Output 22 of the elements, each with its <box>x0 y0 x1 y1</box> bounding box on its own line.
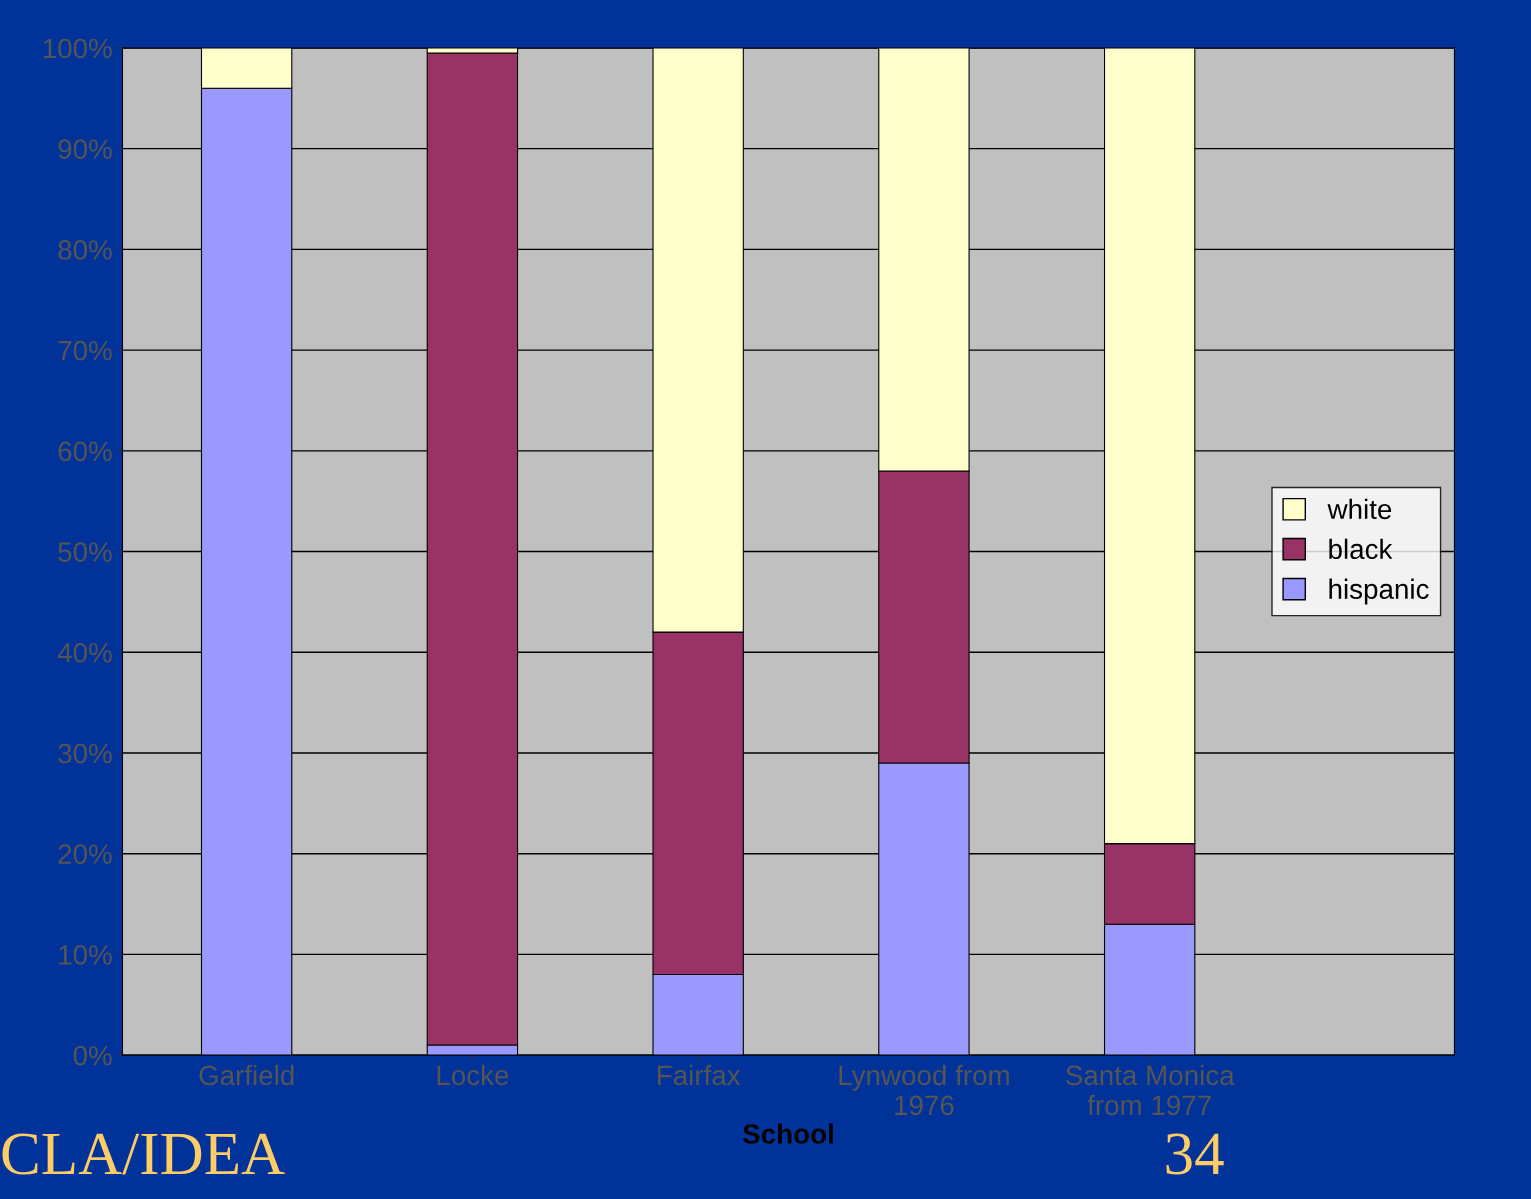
y-tick-label: 70% <box>58 340 112 361</box>
legend-label: black <box>1329 538 1393 560</box>
x-tick-label: Locke <box>437 1064 509 1086</box>
y-tick-label: 100% <box>43 38 112 59</box>
x-tick-label: Lynwood from 1976 <box>839 1064 1009 1116</box>
y-tick-label: 60% <box>58 441 112 462</box>
x-tick-label: Garfield <box>199 1064 294 1086</box>
y-tick-label: 0% <box>73 1045 112 1066</box>
y-tick-label: 90% <box>58 139 112 160</box>
text: CLA/IDEA <box>2 1133 285 1175</box>
y-tick-label: 50% <box>58 542 112 562</box>
y-tick-label: 10% <box>59 945 112 965</box>
y-tick-label: 30% <box>58 743 112 764</box>
legend-label: white <box>1327 498 1392 520</box>
y-tick-label: 40% <box>57 642 112 663</box>
x-axis-title: School <box>742 1123 833 1144</box>
x-tick-label: Santa Monica from 1977 <box>1066 1064 1235 1116</box>
text: 34 <box>1166 1133 1224 1175</box>
y-tick-label: 80% <box>58 240 112 260</box>
y-tick-label: 20% <box>58 844 112 865</box>
x-tick-label: Fairfax <box>658 1064 741 1086</box>
legend-label: hispanic <box>1329 578 1429 605</box>
